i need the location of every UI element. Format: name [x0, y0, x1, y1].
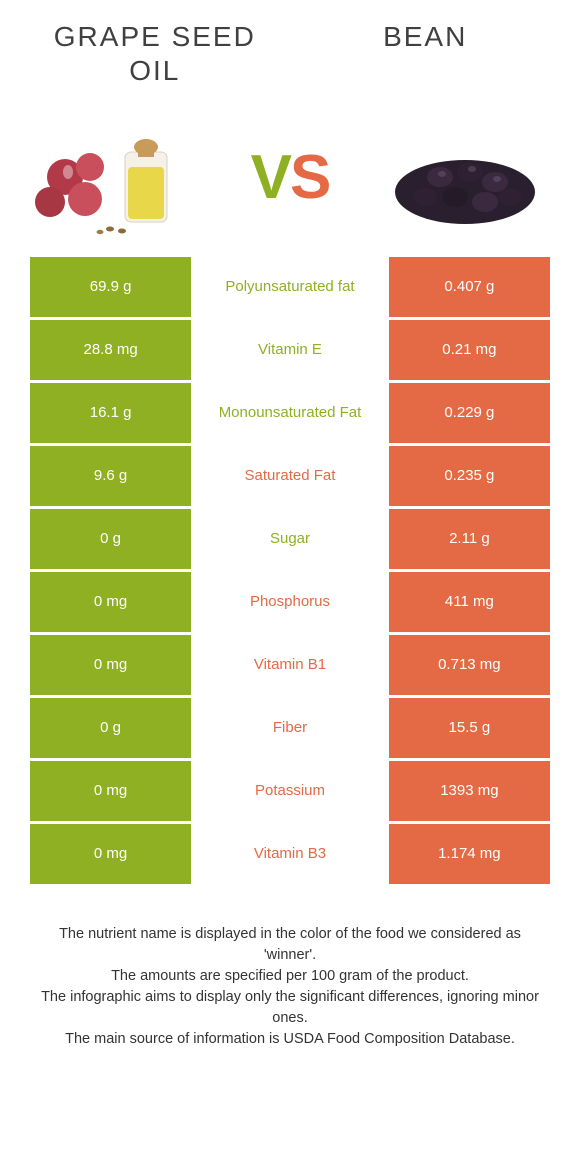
nutrient-name: Fiber — [191, 698, 389, 758]
comparison-table: 69.9 gPolyunsaturated fat0.407 g28.8 mgV… — [30, 257, 550, 884]
nutrient-name: Potassium — [191, 761, 389, 821]
nutrient-name: Vitamin B1 — [191, 635, 389, 695]
right-value: 411 mg — [389, 572, 550, 632]
header: GRAPE SEED OIL BEAN — [30, 20, 550, 87]
table-row: 28.8 mgVitamin E0.21 mg — [30, 320, 550, 380]
left-value: 69.9 g — [30, 257, 191, 317]
right-value: 1.174 mg — [389, 824, 550, 884]
infographic: GRAPE SEED OIL BEAN — [0, 0, 580, 1070]
left-value: 16.1 g — [30, 383, 191, 443]
left-value: 0 mg — [30, 635, 191, 695]
table-row: 0 gFiber15.5 g — [30, 698, 550, 758]
table-row: 0 mgPotassium1393 mg — [30, 761, 550, 821]
vs-label: VS — [251, 142, 330, 213]
left-value: 28.8 mg — [30, 320, 191, 380]
footer-line-2: The amounts are specified per 100 gram o… — [36, 966, 544, 987]
footer-line-3: The infographic aims to display only the… — [36, 987, 544, 1029]
left-value: 0 g — [30, 698, 191, 758]
left-value: 0 mg — [30, 572, 191, 632]
nutrient-name: Polyunsaturated fat — [191, 257, 389, 317]
vs-v: V — [251, 143, 290, 212]
table-row: 16.1 gMonounsaturated Fat0.229 g — [30, 383, 550, 443]
left-title-line1: GRAPE SEED — [54, 21, 256, 52]
left-value: 0 g — [30, 509, 191, 569]
left-value: 0 mg — [30, 761, 191, 821]
footer-line-4: The main source of information is USDA F… — [36, 1029, 544, 1050]
right-value: 2.11 g — [389, 509, 550, 569]
table-row: 0 mgVitamin B10.713 mg — [30, 635, 550, 695]
right-value: 15.5 g — [389, 698, 550, 758]
nutrient-name: Vitamin B3 — [191, 824, 389, 884]
table-row: 9.6 gSaturated Fat0.235 g — [30, 446, 550, 506]
left-title-line2: OIL — [129, 55, 180, 86]
left-value: 0 mg — [30, 824, 191, 884]
right-value: 0.235 g — [389, 446, 550, 506]
nutrient-name: Saturated Fat — [191, 446, 389, 506]
vs-s: S — [290, 143, 329, 212]
table-row: 0 mgPhosphorus411 mg — [30, 572, 550, 632]
footer-notes: The nutrient name is displayed in the co… — [30, 924, 550, 1050]
footer-line-1: The nutrient name is displayed in the co… — [36, 924, 544, 966]
right-value: 0.21 mg — [389, 320, 550, 380]
table-row: 0 gSugar2.11 g — [30, 509, 550, 569]
left-value: 9.6 g — [30, 446, 191, 506]
right-value: 0.407 g — [389, 257, 550, 317]
nutrient-name: Monounsaturated Fat — [191, 383, 389, 443]
nutrient-name: Sugar — [191, 509, 389, 569]
table-row: 0 mgVitamin B31.174 mg — [30, 824, 550, 884]
grape-seed-oil-image — [30, 117, 200, 237]
left-title: GRAPE SEED OIL — [30, 20, 280, 87]
right-title: BEAN — [300, 20, 550, 54]
nutrient-name: Vitamin E — [191, 320, 389, 380]
right-value: 1393 mg — [389, 761, 550, 821]
vs-row: VS — [30, 117, 550, 237]
bean-image — [380, 117, 550, 237]
nutrient-name: Phosphorus — [191, 572, 389, 632]
right-value: 0.713 mg — [389, 635, 550, 695]
table-row: 69.9 gPolyunsaturated fat0.407 g — [30, 257, 550, 317]
right-value: 0.229 g — [389, 383, 550, 443]
